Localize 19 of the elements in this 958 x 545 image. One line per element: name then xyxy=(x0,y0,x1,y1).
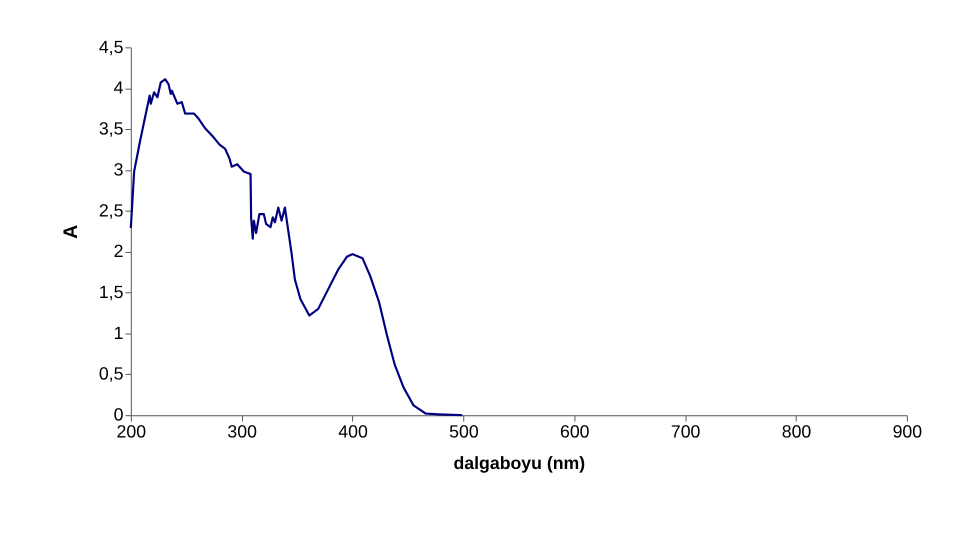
x-tick-label: 500 xyxy=(449,421,479,442)
y-axis-title: A xyxy=(60,224,82,239)
y-tick-label: 3 xyxy=(114,159,124,180)
y-tick-label: 3,5 xyxy=(98,118,124,139)
y-tick-label: 1,5 xyxy=(98,282,124,302)
y-tick-label: 0,5 xyxy=(98,364,124,384)
x-tick-label: 300 xyxy=(227,421,258,442)
y-tick-label: 4,5 xyxy=(98,36,124,57)
y-tick-label: 4 xyxy=(114,78,124,98)
x-tick-label: 800 xyxy=(782,421,812,442)
x-tick-label: 600 xyxy=(560,421,590,442)
x-tick-label: 900 xyxy=(892,421,922,442)
y-tick-label: 2 xyxy=(114,241,124,262)
x-tick-label: 700 xyxy=(670,421,701,442)
x-axis-title: dalgaboyu (nm) xyxy=(453,452,586,473)
y-tick-label: 1 xyxy=(114,322,124,343)
line-series xyxy=(130,78,464,416)
x-tick-label: 400 xyxy=(338,421,368,442)
y-tick-label: 2,5 xyxy=(98,200,124,220)
